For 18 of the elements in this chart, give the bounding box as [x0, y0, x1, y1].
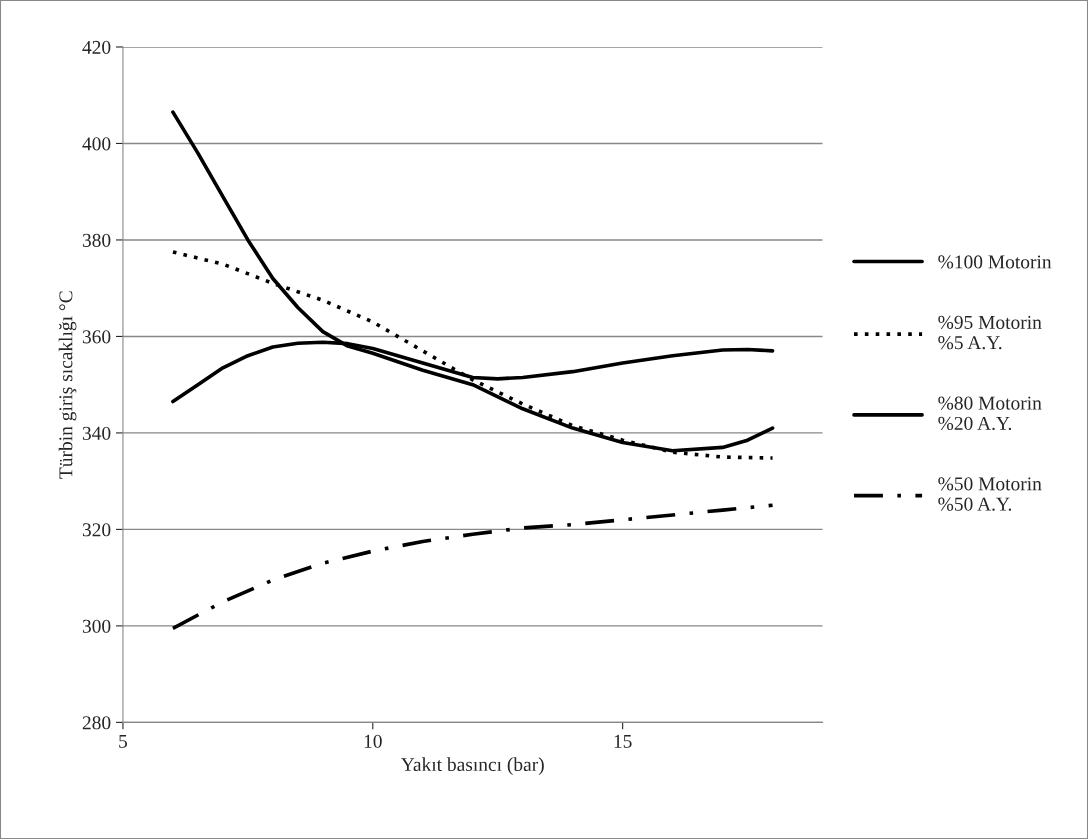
line-series	[171, 503, 775, 631]
x-axis-title: Yakıt basıncı (bar)	[401, 757, 544, 776]
legend-label: %80 Motorin %20 A.Y.	[938, 396, 1042, 431]
y-tick-label: 320	[82, 523, 111, 537]
y-tick-label: 280	[82, 716, 111, 730]
y-tick-label: 360	[82, 330, 111, 344]
y-axis-title: Türbin giriş sıcaklığı °C	[58, 291, 77, 479]
x-tick-label: 5	[119, 734, 128, 748]
y-tick-label: 300	[82, 619, 111, 633]
y-tick-label: 380	[82, 233, 111, 247]
legend-label: %100 Motorin	[938, 255, 1052, 269]
y-tick-label: 340	[82, 426, 111, 440]
legend-label: %95 Motorin %5 A.Y.	[938, 315, 1042, 350]
x-tick-label: 10	[364, 734, 382, 748]
y-tick-label: 400	[82, 137, 111, 151]
legend-label: %50 Motorin %50 A.Y.	[938, 477, 1042, 511]
y-tick-label: 420	[82, 40, 111, 54]
x-tick-label: 15	[614, 734, 632, 748]
